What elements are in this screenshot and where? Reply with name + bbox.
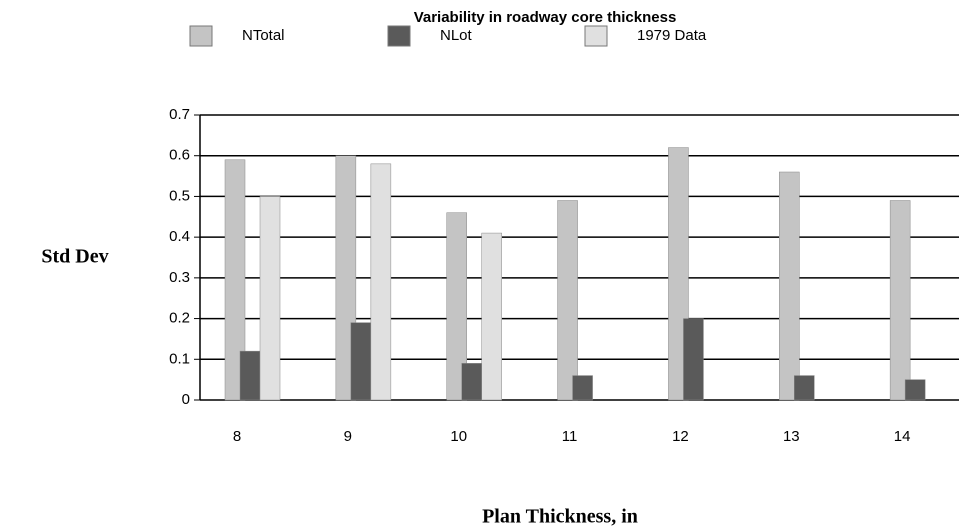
legend-swatch	[387, 25, 411, 47]
bar	[779, 171, 800, 401]
legend-label: 1979 Data	[637, 27, 707, 44]
y-tick-label: 0.4	[169, 228, 190, 245]
y-tick-label: 0.6	[169, 147, 190, 164]
bar	[683, 318, 704, 401]
x-tick-label: 12	[672, 428, 689, 445]
chart-title: Variability in roadway core thickness	[414, 9, 677, 26]
y-tick-label: 0	[182, 391, 190, 408]
y-tick-label: 0.2	[169, 310, 190, 327]
y-tick-label: 0.3	[169, 269, 190, 286]
bar	[259, 196, 281, 401]
bar	[350, 322, 372, 401]
legend-swatch	[189, 25, 213, 47]
bar	[224, 159, 246, 401]
bar	[904, 379, 926, 401]
x-tick-label: 10	[450, 428, 467, 445]
y-tick-label: 0.5	[169, 187, 190, 204]
bar	[794, 375, 815, 401]
legend-swatch	[584, 25, 608, 47]
x-tick-label: 9	[344, 428, 352, 445]
legend-label: NLot	[440, 27, 473, 44]
bar	[461, 363, 482, 401]
y-axis-label: Std Dev	[41, 246, 108, 268]
y-tick-label: 0.1	[169, 350, 190, 367]
bar	[481, 232, 502, 401]
legend-label: NTotal	[242, 27, 285, 44]
x-axis-label: Plan Thickness, in	[482, 506, 638, 528]
bar	[572, 375, 593, 401]
bar	[557, 200, 578, 401]
bar	[239, 350, 261, 401]
bar	[889, 200, 911, 401]
y-tick-label: 0.7	[169, 106, 190, 123]
bar	[370, 163, 392, 401]
bar	[446, 212, 467, 401]
x-tick-label: 11	[562, 428, 578, 445]
x-tick-label: 8	[233, 428, 241, 445]
x-tick-label: 13	[783, 428, 800, 445]
x-tick-label: 14	[894, 428, 911, 445]
